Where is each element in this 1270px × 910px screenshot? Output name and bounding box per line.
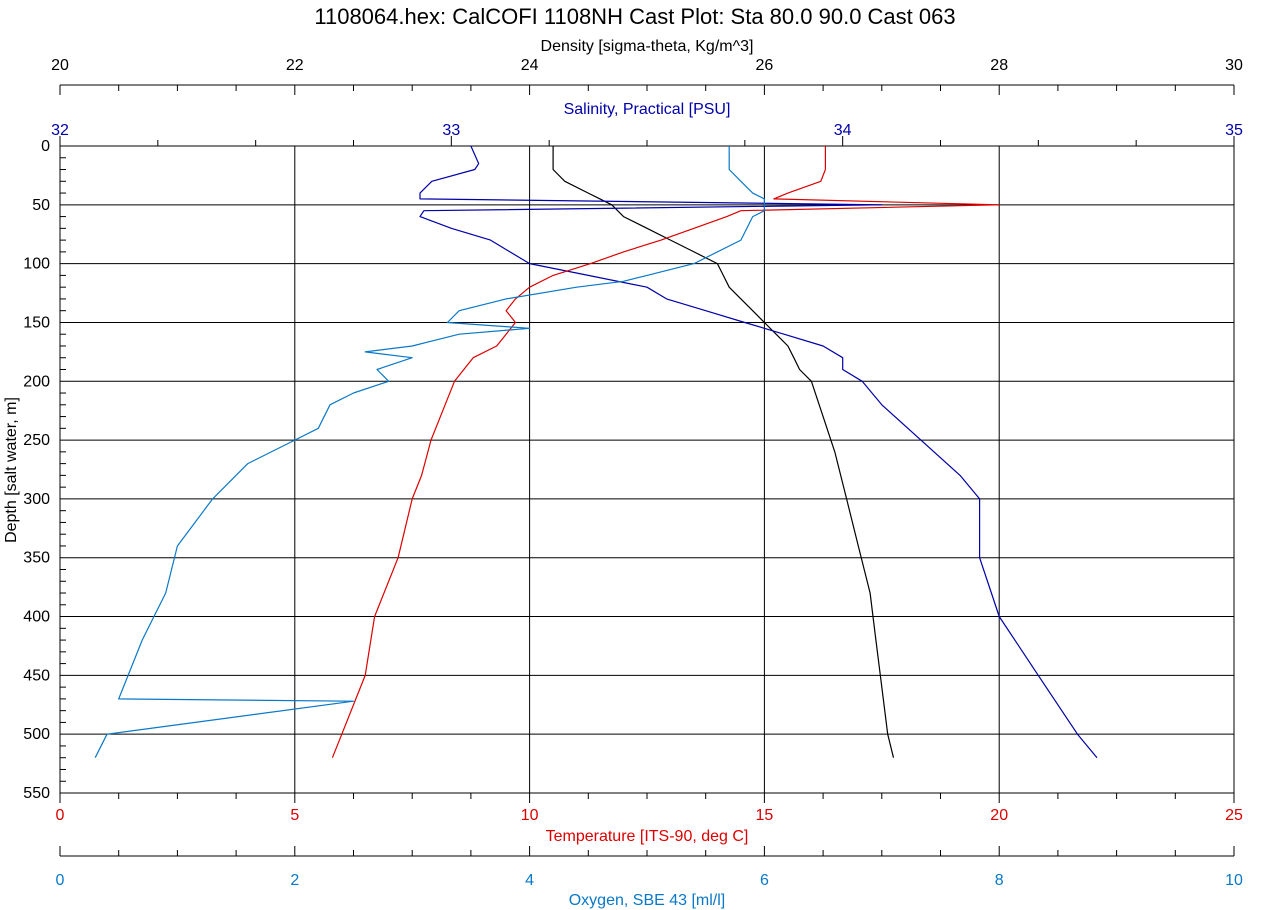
oxygen-tick-label: 0 [56, 872, 65, 889]
temperature-profile-line [331, 146, 1000, 758]
temperature-axis-title: Temperature [ITS-90, deg C] [546, 828, 749, 845]
depth-tick-label: 300 [23, 491, 50, 508]
salinity-tick-label: 34 [834, 122, 852, 139]
salinity-axis-title: Salinity, Practical [PSU] [564, 101, 731, 118]
oxygen-tick-label: 4 [525, 872, 534, 889]
density-profile-line [552, 146, 895, 758]
density-tick-label: 24 [521, 57, 539, 74]
depth-tick-label: 150 [23, 314, 50, 331]
oxygen-tick-label: 10 [1225, 872, 1243, 889]
oxygen-tick-label: 2 [290, 872, 299, 889]
plot-series [94, 145, 1098, 759]
density-tick-label: 20 [51, 57, 69, 74]
depth-tick-label: 0 [41, 138, 50, 155]
density-axis-title: Density [sigma-theta, Kg/m^3] [541, 38, 754, 55]
salinity-tick-label: 32 [51, 122, 69, 139]
density-tick-label: 26 [756, 57, 774, 74]
density-tick-label: 30 [1225, 57, 1243, 74]
oxygen-tick-label: 6 [760, 872, 769, 889]
salinity-profile-line [419, 145, 1098, 759]
oxygen-profile-line [94, 146, 766, 758]
plot-grid [59, 145, 1235, 794]
depth-tick-label: 400 [23, 609, 50, 626]
chart-title: 1108064.hex: CalCOFI 1108NH Cast Plot: S… [314, 4, 955, 29]
depth-tick-label: 500 [23, 726, 50, 743]
depth-tick-label: 100 [23, 256, 50, 273]
density-tick-label: 28 [990, 57, 1008, 74]
temperature-tick-label: 15 [756, 807, 774, 824]
temperature-tick-label: 20 [990, 807, 1008, 824]
depth-tick-label: 550 [23, 785, 50, 802]
oxygen-tick-label: 8 [995, 872, 1004, 889]
temperature-tick-label: 10 [521, 807, 539, 824]
depth-tick-label: 450 [23, 667, 50, 684]
temperature-tick-label: 0 [56, 807, 65, 824]
depth-tick-label: 250 [23, 432, 50, 449]
depth-tick-label: 50 [32, 197, 50, 214]
temperature-tick-label: 25 [1225, 807, 1243, 824]
salinity-tick-label: 33 [442, 122, 460, 139]
temperature-tick-label: 5 [290, 807, 299, 824]
salinity-tick-label: 35 [1225, 122, 1243, 139]
depth-tick-label: 350 [23, 550, 50, 567]
plot-frame [59, 145, 1235, 794]
density-tick-label: 22 [286, 57, 304, 74]
y-axis-label: Depth [salt water, m] [3, 397, 20, 543]
oxygen-axis-title: Oxygen, SBE 43 [ml/l] [569, 892, 726, 909]
depth-tick-label: 200 [23, 373, 50, 390]
